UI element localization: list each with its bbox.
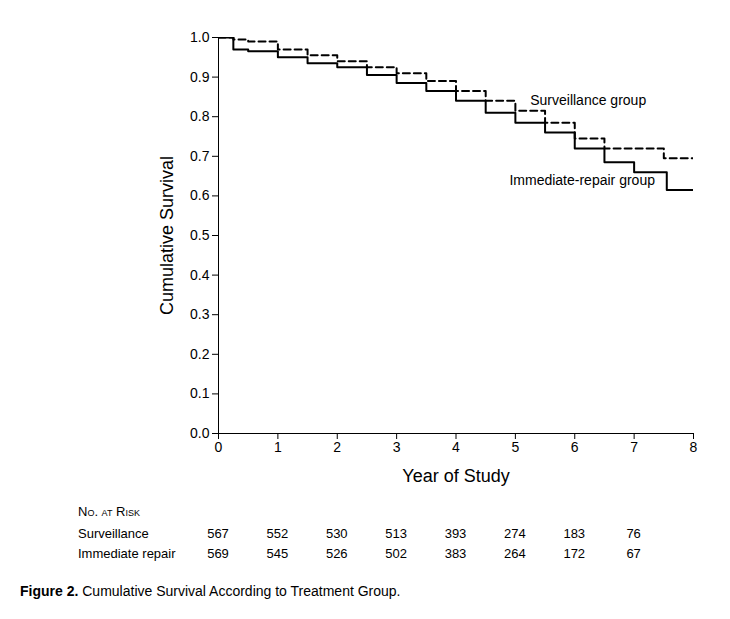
svg-text:2: 2: [333, 439, 341, 455]
svg-text:Immediate-repair group: Immediate-repair group: [509, 172, 655, 188]
html-text:76: 76: [626, 526, 641, 541]
html-text:274: 274: [504, 526, 526, 541]
svg-text:0.4: 0.4: [190, 267, 210, 283]
svg-text:0.2: 0.2: [190, 346, 210, 362]
svg-text:0.9: 0.9: [190, 69, 210, 85]
html-text:Immediate repair: Immediate repair: [78, 546, 176, 561]
html-text:502: 502: [385, 546, 407, 561]
html-text:183: 183: [563, 526, 586, 541]
svg-text:0.5: 0.5: [190, 227, 210, 243]
html-text:Surveillance: Surveillance: [78, 526, 149, 541]
svg-text:0.7: 0.7: [190, 148, 210, 164]
html-text:67: 67: [626, 546, 641, 561]
html-text:513: 513: [385, 526, 407, 541]
html-text:393: 393: [444, 526, 467, 541]
html-text:172: 172: [563, 546, 586, 561]
svg-text:8: 8: [690, 439, 698, 455]
svg-text:0.8: 0.8: [190, 108, 210, 124]
html-text:567: 567: [207, 526, 229, 541]
svg-text:1: 1: [274, 439, 282, 455]
svg-text:0.3: 0.3: [190, 306, 210, 322]
svg-text:1.0: 1.0: [190, 29, 210, 45]
svg-text:0.6: 0.6: [190, 187, 210, 203]
svg-text:3: 3: [393, 439, 401, 455]
html-text:530: 530: [325, 526, 348, 541]
html-text:569: 569: [207, 546, 229, 561]
html-text:Figure 2. Cumulative Survival: Figure 2. Cumulative Survival According …: [20, 583, 401, 599]
svg-text:Surveillance group: Surveillance group: [530, 92, 646, 108]
svg-text:0.0: 0.0: [190, 425, 210, 441]
svg-text:4: 4: [452, 439, 460, 455]
svg-text:7: 7: [630, 439, 638, 455]
svg-text:0: 0: [215, 439, 223, 455]
svg-text:0.1: 0.1: [190, 385, 210, 401]
svg-text:Cumulative Survival: Cumulative Survival: [157, 156, 177, 315]
html-text:545: 545: [266, 546, 289, 561]
svg-text:Year of Study: Year of Study: [402, 466, 509, 486]
svg-text:5: 5: [511, 439, 519, 455]
html-text:526: 526: [325, 546, 348, 561]
svg-text:6: 6: [571, 439, 579, 455]
html-text:383: 383: [444, 546, 467, 561]
html-text:552: 552: [266, 526, 289, 541]
html-text:No. at Risk: No. at Risk: [78, 504, 140, 519]
html-text:264: 264: [504, 546, 526, 561]
